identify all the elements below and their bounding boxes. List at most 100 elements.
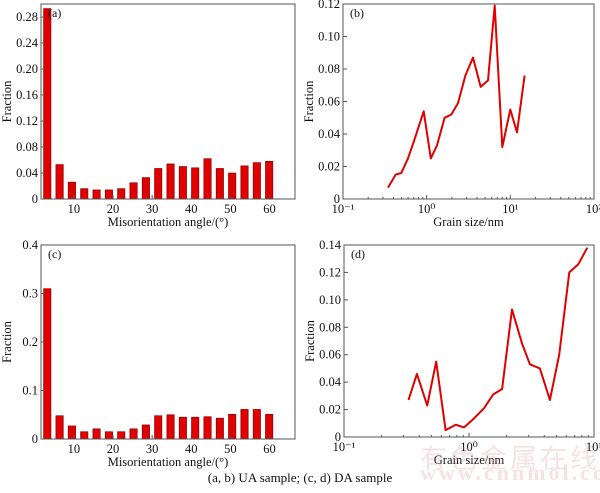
y-tick-label: 0.08 [318,62,340,76]
y-tick-label: 0.02 [319,403,341,417]
panel-b: 0 0.02 0.04 0.06 0.08 0.10 0.12 10⁻¹ 10⁰ 10¹ 10² Gr… [302,0,600,229]
bar [203,416,212,440]
axes-frame [343,244,595,438]
x-tick-label: 60 [263,442,276,456]
panel-d: 0 0.02 0.04 0.06 0.08 0.10 0.12 0.14 10⁻¹ 10⁰ 10¹ G… [303,238,600,467]
x-tick-label: 10⁰ [418,202,436,216]
y-tick-label: 0 [32,192,38,206]
axes-frame [342,3,595,200]
x-tick-label: 30 [146,442,159,456]
panel-c: 0 0.1 0.2 0.3 0.4 10 20 30 40 50 60 Misorientation … [0,238,296,469]
y-tick-label: 0.06 [318,95,340,109]
bar [154,168,163,200]
bar [191,167,200,200]
bar [43,8,52,200]
y-tick-label: 0.04 [319,375,342,389]
y-axis-label: Fraction [303,319,317,361]
bar [55,164,64,200]
x-tick-label: 10² [586,202,600,216]
x-tick-label: 10⁰ [460,440,478,454]
y-tick-label: 0.04 [16,166,39,180]
x-axis-label: Misorientation angle/(°) [108,215,229,229]
y-axis-label: Fraction [302,80,316,122]
bar [141,424,150,440]
bar [178,166,187,200]
watermark-cn: 有色金属在线 [420,444,600,474]
bar [43,288,52,440]
y-tick-label: 0.12 [16,114,38,128]
y-tick-label: 0.24 [16,36,39,50]
y-tick-label: 0.08 [16,140,38,154]
bar [228,172,237,200]
x-tick-label: 10¹ [502,202,519,216]
x-axis-label: Grain size/nm [434,453,505,467]
bar [104,431,113,440]
y-tick-label: 0.2 [22,335,38,349]
bar [154,415,163,440]
bar [92,428,101,440]
y-tick-label: 0.12 [318,0,340,11]
x-tick-label: 60 [263,202,276,216]
x-tick-label: 10 [68,202,81,216]
x-tick-label: 10⁻¹ [332,202,355,216]
x-tick-label: 10¹ [586,440,600,454]
y-tick-label: 0.10 [318,30,340,44]
bar [203,158,212,200]
y-tick-label: 0.12 [319,265,341,279]
bar [215,168,224,200]
panel-label: (d) [351,247,365,261]
x-axis-label: Grain size/nm [433,215,504,229]
x-axis-label: Misorientation angle/(°) [108,455,229,469]
bar [80,188,89,200]
bar [67,181,76,200]
y-tick-label: 0.4 [22,238,38,252]
bar [104,189,113,200]
bar [228,413,237,440]
panel-label: (a) [48,6,61,20]
bar [129,428,138,440]
y-tick-label: 0.20 [16,62,38,76]
bar [240,165,249,200]
bar [92,189,101,200]
y-tick-label: 0 [334,192,340,206]
x-tick-label: 10⁻¹ [333,440,356,454]
bar [252,162,261,200]
y-tick-label: 0.28 [16,10,38,24]
x-tick-label: 20 [107,202,120,216]
panel-label: (b) [350,6,364,20]
bar [191,416,200,440]
axes-frame [40,3,296,200]
x-tick-label: 10 [68,442,81,456]
x-tick-label: 30 [146,202,159,216]
x-tick-label: 20 [107,442,120,456]
bar [178,416,187,440]
bar [117,431,126,440]
bar [117,188,126,200]
y-tick-label: 0.08 [319,320,341,334]
y-axis-label: Fraction [0,80,14,122]
bar [240,409,249,440]
y-tick-label: 0 [335,430,341,444]
y-tick-label: 0.16 [16,88,38,102]
x-tick-label: 50 [224,202,237,216]
figure-caption: (a, b) UA sample; (c, d) DA sample [207,470,393,485]
bar [252,409,261,440]
bar [67,425,76,440]
y-axis-label: Fraction [0,320,14,362]
y-tick-label: 0.04 [318,127,341,141]
x-tick-label: 40 [185,442,198,456]
y-tick-label: 0.10 [319,293,341,307]
series-line [407,247,589,432]
bar [166,414,175,440]
bar [80,431,89,440]
y-tick-label: 0 [32,432,38,446]
series-line [387,4,526,189]
bar [141,177,150,200]
y-tick-label: 0.06 [319,348,341,362]
y-tick-label: 0.02 [318,160,340,174]
bar [129,182,138,200]
x-tick-label: 50 [224,442,237,456]
bar [166,163,175,200]
panel-label: (c) [48,247,61,261]
